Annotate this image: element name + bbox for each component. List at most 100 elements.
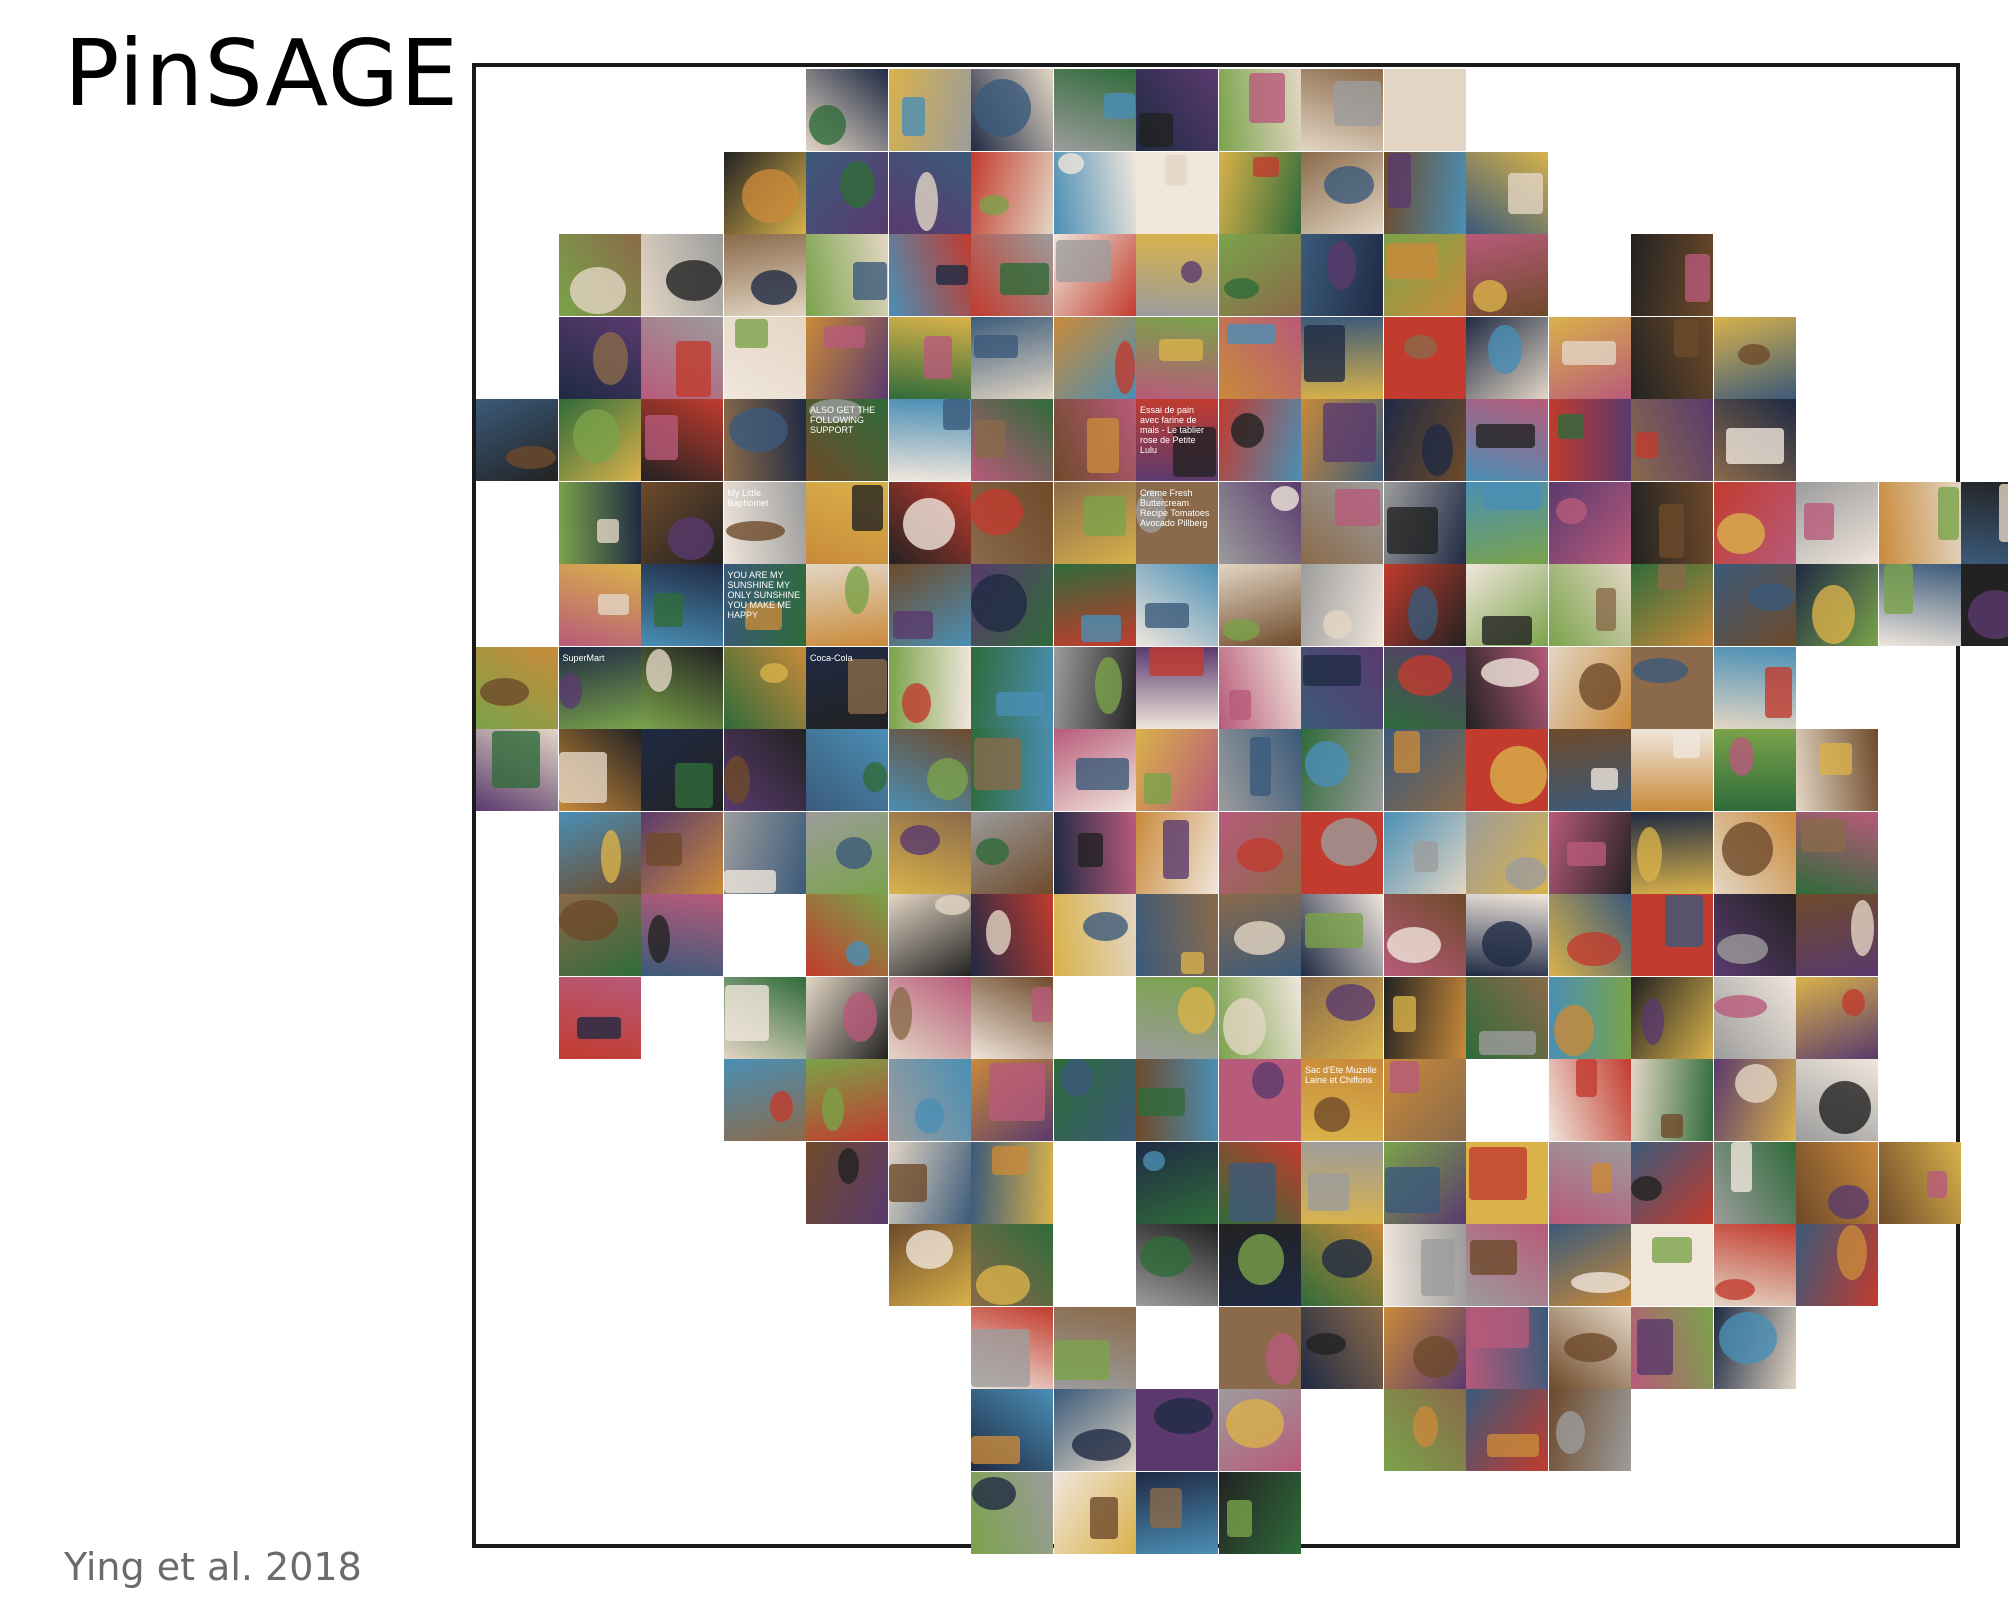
pin-image-tile [1713, 894, 1796, 976]
pin-image-content [1716, 934, 1768, 964]
pin-image-content [942, 399, 970, 430]
pin-image-content [1926, 1170, 1947, 1198]
pin-image-content [1412, 1335, 1458, 1378]
pin-image-content [1059, 1059, 1093, 1097]
pin-image-tile [723, 646, 806, 729]
pin-image-content [676, 340, 711, 397]
pin-image-tile [1713, 1059, 1796, 1141]
pin-image-content [905, 1230, 953, 1269]
pin-image-content [1595, 588, 1616, 631]
pin-image-tile [1136, 1059, 1218, 1141]
pin-image-tile [1301, 646, 1383, 729]
pin-image-content [971, 1328, 1030, 1387]
pin-image-content [1165, 154, 1187, 186]
pin-image-content [1237, 1234, 1284, 1285]
pin-image-content [1000, 263, 1049, 295]
pin-image-content [1642, 997, 1664, 1045]
pin-image-content [492, 731, 540, 788]
pin-image-content [1407, 586, 1438, 640]
pin-image-tile [1383, 729, 1466, 811]
pin-image-tile [1631, 1306, 1713, 1389]
pin-image-content [1159, 338, 1203, 361]
pin-image-content [1713, 994, 1767, 1018]
pin-image-tile [1136, 316, 1218, 399]
pin-image-tile [558, 894, 641, 976]
pin-image-tile [1301, 234, 1383, 316]
pin-image-tile [971, 69, 1053, 151]
pin-image-content [974, 738, 1021, 790]
pin-image-tile [1301, 151, 1383, 234]
pin-image-tile [1383, 151, 1466, 234]
pin-image-tile [1796, 1059, 1878, 1141]
pin-image-content [843, 991, 877, 1042]
pin-image-content [1685, 254, 1710, 302]
pin-image-content [1553, 1004, 1594, 1056]
pin-image-tile [723, 234, 806, 316]
pin-image-tile [1796, 564, 1878, 646]
pin-image-tile [971, 811, 1053, 894]
pin-image-tile [1631, 316, 1713, 399]
pin-image-content [1335, 488, 1380, 526]
pin-image-tile [888, 481, 971, 564]
pin-image-tile [971, 399, 1053, 481]
pin-image-content [914, 1098, 944, 1134]
pin-image-content [1716, 512, 1765, 554]
pin-image-tile [1053, 316, 1136, 399]
pin-image-tile [971, 729, 1053, 811]
pin-image-tile [1218, 729, 1301, 811]
pin-image-content [848, 658, 887, 714]
pin-image-tile [558, 481, 641, 564]
pin-image-content [1251, 1062, 1284, 1099]
pin-image-tile [1218, 811, 1301, 894]
pin-image-content [1154, 1398, 1213, 1434]
pin-image-content [1305, 741, 1349, 787]
pin-image-content [1306, 1332, 1346, 1355]
pin-image-content [863, 762, 887, 792]
pin-image-content [1077, 832, 1103, 867]
pin-image-content [506, 446, 556, 469]
pin-image-content [1305, 913, 1363, 948]
pin-image-tile [971, 234, 1053, 316]
pin-image-tile [971, 1059, 1053, 1141]
pin-image-tile: Essai de pain avec farine de mais - Le t… [1136, 399, 1218, 481]
pin-image-content [809, 105, 846, 145]
pin-image-tile [888, 894, 971, 976]
pin-image-tile [1878, 1141, 1961, 1224]
pin-image-tile [1301, 481, 1383, 564]
pin-image-content [1636, 432, 1658, 458]
pin-image-content [979, 194, 1009, 215]
pin-image-tile [641, 399, 723, 481]
pin-image-content [728, 408, 788, 452]
pin-image-tile: Creme Fresh Buttercream Recipe Tomatoes … [1136, 481, 1218, 564]
pin-image-content [1473, 280, 1507, 312]
pin-image-tile [1631, 234, 1713, 316]
pin-image-content [666, 260, 722, 301]
pin-image-content [1721, 821, 1773, 876]
pin-image-tile [1053, 564, 1136, 646]
pin-image-content [1228, 1162, 1276, 1222]
pin-image-content [971, 488, 1023, 535]
pin-image-tile [1466, 481, 1548, 564]
pin-image-content [1389, 1061, 1419, 1093]
pin-image-content [1149, 646, 1204, 676]
pin-image-tile [1136, 234, 1218, 316]
pin-image-content [1233, 921, 1285, 955]
pin-image-content [1633, 657, 1688, 683]
pin-image-tile [1136, 976, 1218, 1059]
pin-image-tile [1218, 399, 1301, 481]
pin-image-tile [476, 729, 558, 811]
pin-image-tile [888, 976, 971, 1059]
pin-image-tile [1218, 564, 1301, 646]
pin-image-tile: Sac d'Ete Muzelle Laine et Chiffons [1301, 1059, 1383, 1141]
pin-image-tile [888, 811, 971, 894]
pin-image-content [558, 752, 607, 803]
pin-image-content [1484, 482, 1541, 510]
pin-image-tile [806, 976, 888, 1059]
pin-image-tile: Coca-Cola [806, 646, 888, 729]
pin-image-content [1178, 986, 1215, 1034]
pin-image-content [888, 1163, 927, 1202]
pin-image-content [1508, 172, 1543, 214]
pin-image-tile [1383, 976, 1466, 1059]
pin-image-tile [641, 811, 723, 894]
pin-image-content [1303, 654, 1361, 686]
